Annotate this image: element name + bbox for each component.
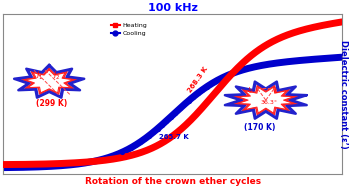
Text: 268.3 K: 268.3 K xyxy=(187,66,209,94)
Point xyxy=(168,115,174,118)
X-axis label: Rotation of the crown ether cycles: Rotation of the crown ether cycles xyxy=(85,177,261,186)
Point xyxy=(159,123,165,126)
Point xyxy=(119,151,125,154)
Text: (170 K): (170 K) xyxy=(244,123,275,132)
Point xyxy=(186,99,192,102)
Text: (299 K): (299 K) xyxy=(36,99,67,108)
Point xyxy=(190,95,196,98)
Point xyxy=(164,119,169,122)
Point xyxy=(199,88,205,91)
Text: $l_2$: $l_2$ xyxy=(247,86,254,96)
Point xyxy=(204,85,210,88)
Point xyxy=(181,103,187,106)
Point xyxy=(146,134,152,137)
Title: 100 kHz: 100 kHz xyxy=(148,3,198,13)
Text: $l_1$: $l_1$ xyxy=(273,86,280,96)
Point xyxy=(141,138,147,141)
Point xyxy=(150,131,156,134)
Point xyxy=(124,149,129,152)
Point xyxy=(155,127,160,130)
Point xyxy=(173,111,178,114)
Text: 36.3°: 36.3° xyxy=(260,100,277,105)
Point xyxy=(195,92,200,95)
Text: $l_2$: $l_2$ xyxy=(53,70,60,82)
Point xyxy=(137,141,143,144)
Point xyxy=(177,107,183,110)
Y-axis label: Dielectric constant (ε’): Dielectric constant (ε’) xyxy=(338,40,347,148)
Text: $l_1$: $l_1$ xyxy=(36,70,42,82)
Point xyxy=(132,144,138,147)
Point xyxy=(128,146,134,149)
Text: 265.7 K: 265.7 K xyxy=(159,134,189,140)
Legend: Heating, Cooling: Heating, Cooling xyxy=(108,21,150,38)
